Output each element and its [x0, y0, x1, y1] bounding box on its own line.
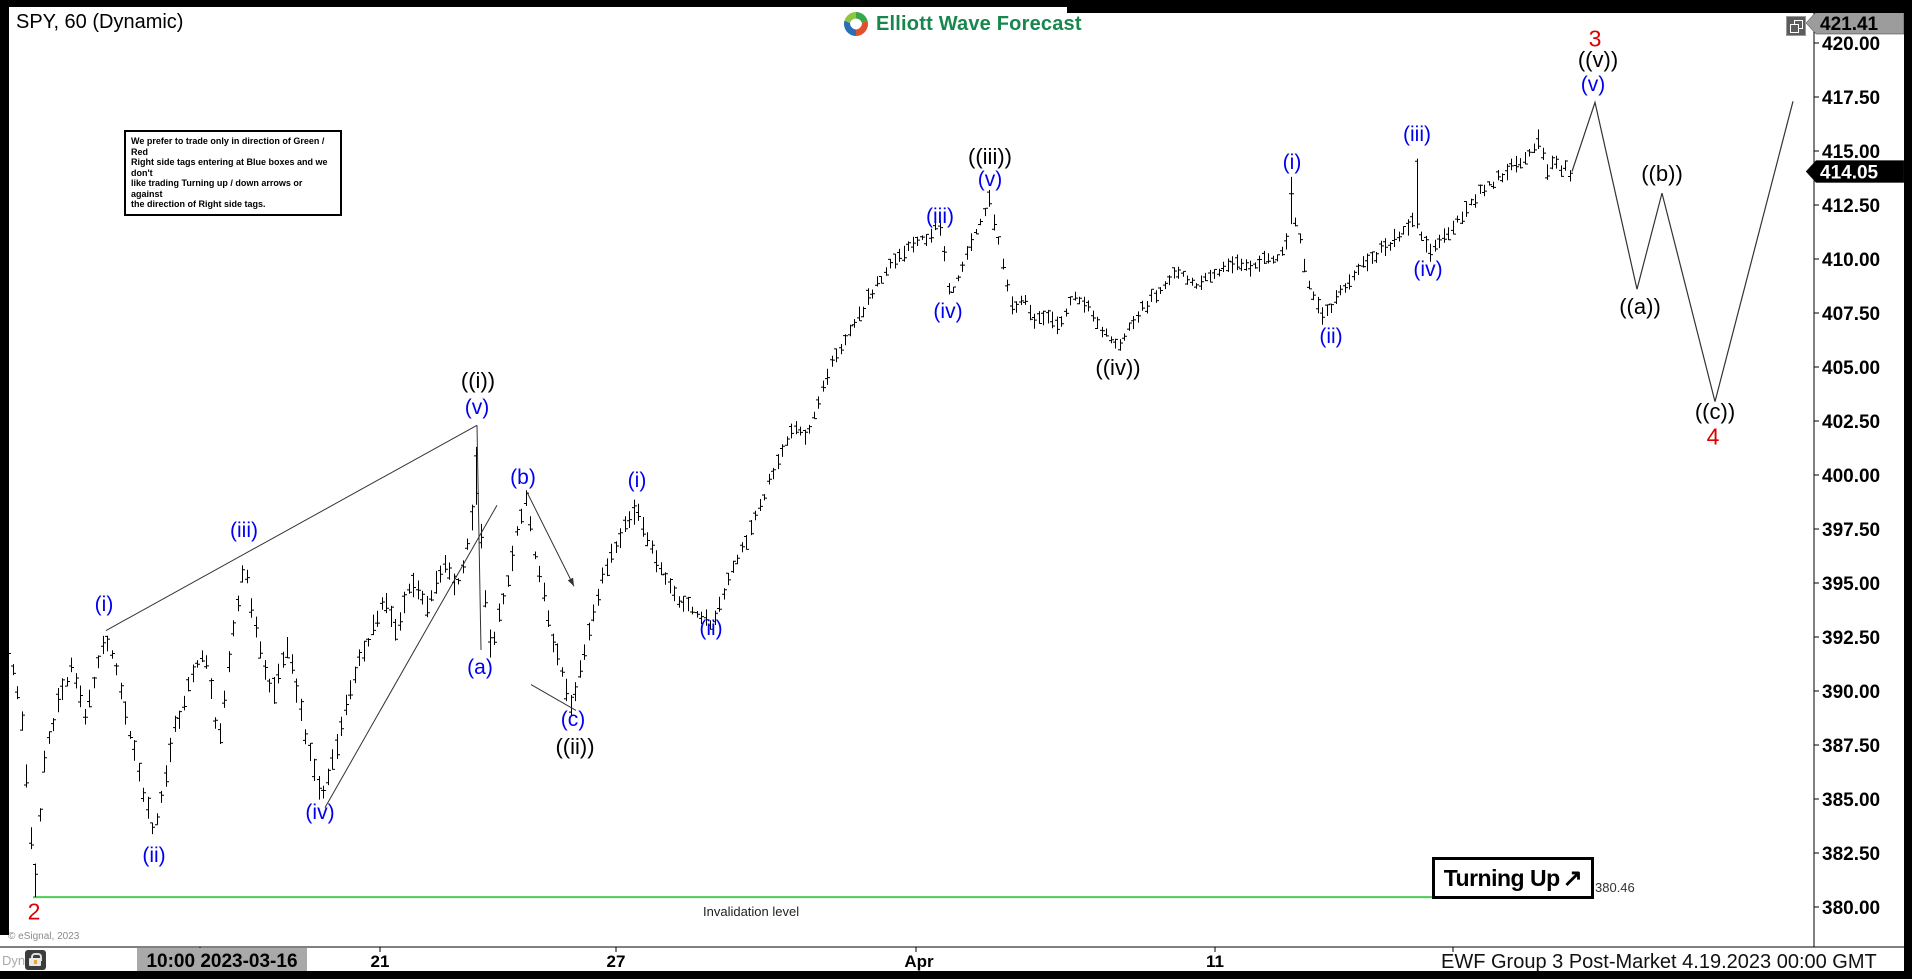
brand-header: Elliott Wave Forecast — [843, 11, 1082, 37]
window-restore-icon[interactable] — [1786, 16, 1806, 36]
price-tick-label: 420.00 — [1822, 34, 1880, 55]
trendline — [324, 504, 498, 808]
price-bars — [6, 129, 1573, 898]
wave-label-i: ((i)) — [460, 368, 496, 394]
wave-label-iii: ((iii)) — [968, 144, 1012, 170]
frame-bottom — [0, 971, 1912, 979]
note-box: We prefer to trade only in direction of … — [124, 130, 342, 216]
esignal-copyright: © eSignal, 2023 — [8, 931, 80, 942]
wave-label-iv: (iv) — [305, 801, 335, 825]
wave-label-iv: (iv) — [933, 299, 963, 323]
note-line: We prefer to trade only in direction of … — [131, 136, 325, 157]
up-arrow-icon: ↗ — [1562, 864, 1583, 892]
price-tick-label: 412.50 — [1822, 196, 1880, 217]
footer-session-label: EWF Group 3 Post-Market 4.19.2023 00:00 … — [1441, 951, 1877, 973]
note-line: Right side tags entering at Blue boxes a… — [131, 157, 328, 178]
wave-label-a: (a) — [467, 656, 493, 680]
wave-label-ii: ((ii)) — [555, 734, 595, 760]
wave-label-v: (v) — [1580, 73, 1606, 97]
wave-label-c: ((c)) — [1694, 399, 1736, 425]
wave-label-b: ((b)) — [1641, 160, 1683, 186]
trendline — [530, 684, 577, 711]
wave-label-v: (v) — [977, 168, 1003, 192]
time-axis-label: 27 — [607, 952, 626, 971]
wave-label-4: 4 — [1706, 423, 1720, 450]
wave-label-ii: (ii) — [142, 844, 166, 868]
wave-label-iii: (iii) — [926, 204, 954, 228]
time-axis-label: 10:00 2023-03-16 — [146, 951, 297, 972]
frame-right — [1904, 0, 1912, 972]
wave-label-b: (b) — [510, 466, 536, 490]
price-tick-label: 382.50 — [1822, 844, 1880, 865]
price-tick-label: 402.50 — [1822, 412, 1880, 433]
frame-top-thin — [0, 0, 1067, 7]
price-tick-label: 385.00 — [1822, 790, 1880, 811]
price-tick-label: 397.50 — [1822, 520, 1880, 541]
price-tick-label: 417.50 — [1822, 88, 1880, 109]
price-tick-label: 415.00 — [1822, 142, 1880, 163]
price-tick-label: 390.00 — [1822, 682, 1880, 703]
time-axis-label: Apr — [904, 952, 934, 971]
dyn-mode-label: Dyn — [2, 953, 26, 968]
trendline-arrowhead — [567, 577, 574, 587]
projected-wave-path — [1571, 100, 1794, 402]
price-tick-label: 405.00 — [1822, 358, 1880, 379]
brand-name: Elliott Wave Forecast — [876, 12, 1082, 35]
wave-label-iv: (iv) — [1413, 257, 1443, 281]
wave-label-v: (v) — [464, 396, 490, 420]
price-tick-label: 392.50 — [1822, 628, 1880, 649]
time-axis-label: 11 — [1206, 952, 1224, 971]
frame-left — [0, 0, 9, 935]
wave-label-3: 3 — [1588, 25, 1602, 52]
trendline — [526, 492, 575, 587]
wave-label-iii: (iii) — [230, 519, 258, 543]
lock-icon[interactable] — [25, 950, 46, 970]
turning-up-label: Turning Up — [1443, 864, 1560, 891]
trendline — [105, 424, 478, 631]
wave-label-c: (c) — [560, 708, 586, 732]
price-tick-label: 380.00 — [1822, 898, 1880, 919]
wave-label-i: (i) — [1282, 150, 1302, 174]
restore-glyph-front — [1790, 24, 1799, 33]
chart-title: SPY, 60 (Dynamic) — [16, 11, 184, 33]
wave-label-iii: (iii) — [1403, 122, 1431, 146]
lock-shackle — [31, 953, 42, 961]
note-line: the direction of Right side tags. — [131, 199, 266, 209]
note-line: like trading Turning up / down arrows or… — [131, 178, 303, 199]
lock-keyhole — [34, 960, 37, 964]
last-price-tag-text: 414.05 — [1820, 163, 1879, 184]
wave-label-ii: (ii) — [1319, 324, 1343, 348]
wave-label-ii: (ii) — [699, 617, 723, 641]
invalidation-label: Invalidation level — [703, 904, 800, 919]
time-label-highlight — [137, 948, 307, 973]
wave-label-i: (i) — [627, 469, 647, 493]
price-tick-label: 410.00 — [1822, 250, 1880, 271]
wave-label-iv: ((iv)) — [1095, 355, 1141, 381]
time-axis-label: 21 — [371, 952, 390, 971]
price-tick-label: 407.50 — [1822, 304, 1880, 325]
price-tick-label: 395.00 — [1822, 574, 1880, 595]
high-price-tag-text: 421.41 — [1820, 14, 1879, 35]
wave-label-a: ((a)) — [1619, 293, 1661, 319]
frame-top-thick — [1067, 0, 1912, 13]
price-tick-label: 387.50 — [1822, 736, 1880, 757]
brand-logo-icon — [843, 11, 869, 37]
wave-label-2: 2 — [27, 898, 41, 925]
invalidation-price: 380.46 — [1595, 880, 1635, 895]
turning-up-signal-box: Turning Up ↗ — [1432, 857, 1594, 899]
wave-label-i: (i) — [94, 592, 114, 616]
wave-label-v: ((v)) — [1577, 47, 1619, 73]
price-tick-label: 400.00 — [1822, 466, 1880, 487]
